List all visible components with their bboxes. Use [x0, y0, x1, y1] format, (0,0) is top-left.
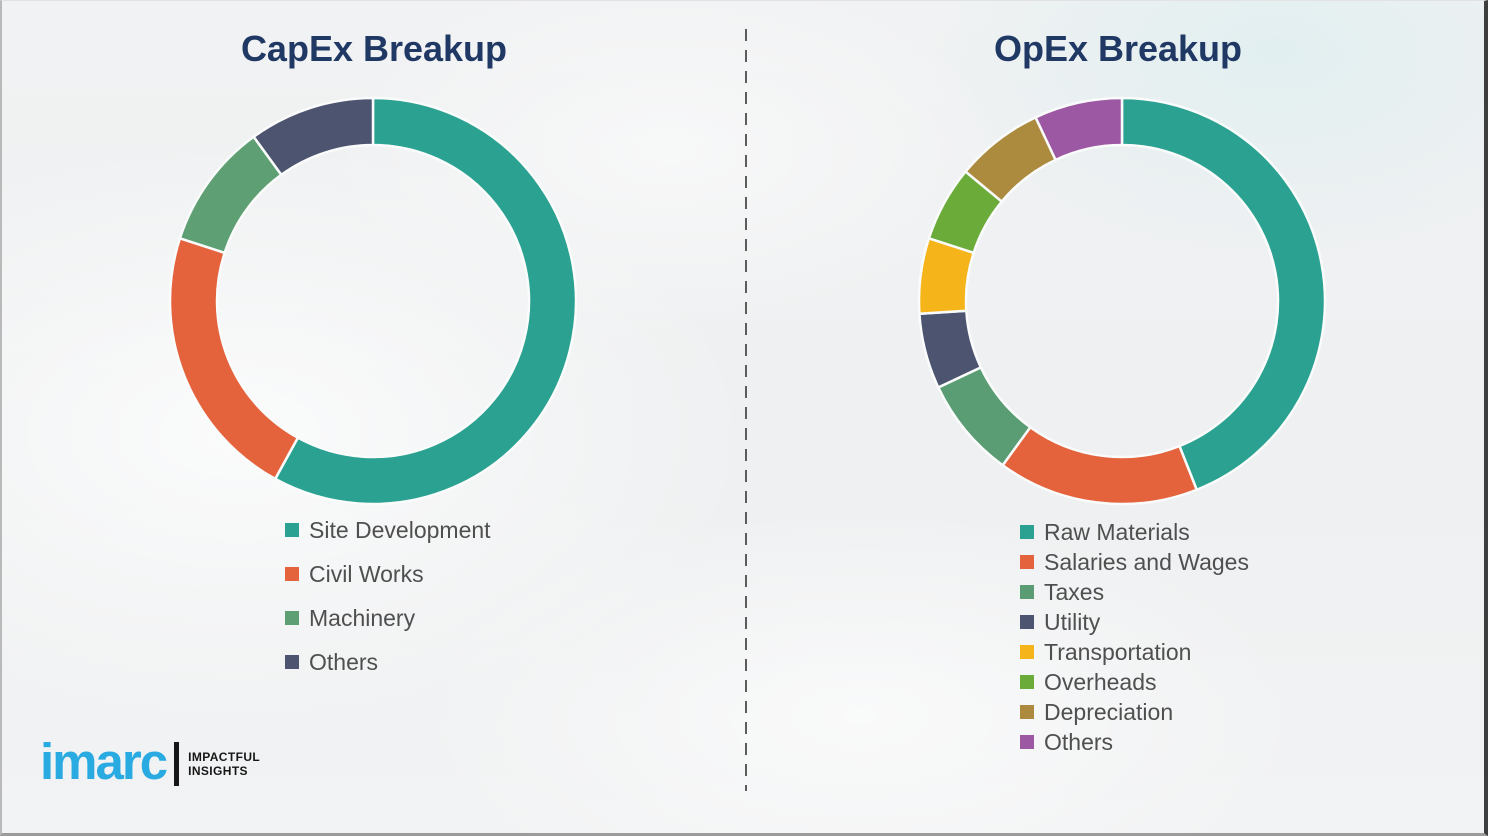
- capex-legend: Site Development Civil Works Machinery Othe…: [285, 508, 491, 684]
- legend-item-raw-materials: Raw Materials: [1020, 517, 1249, 547]
- legend-item-label: Overheads: [1044, 668, 1157, 695]
- legend-item-machinery: Machinery: [285, 596, 491, 640]
- legend-item-label: Others: [309, 648, 379, 675]
- donut-segment-others: [251, 96, 375, 177]
- legend-item-overheads: Overheads: [1020, 667, 1249, 697]
- opex-title: OpEx Breakup: [993, 28, 1243, 69]
- legend-swatch-icon: [285, 567, 299, 581]
- opex-legend: Raw Materials Salaries and Wages Taxes Util…: [1020, 517, 1249, 757]
- legend-item-civil-works: Civil Works: [285, 552, 491, 596]
- legend-swatch-icon: [1020, 645, 1034, 659]
- legend-item-depreciation: Depreciation: [1020, 697, 1249, 727]
- donut-segment-civil-works: [168, 236, 300, 481]
- legend-item-label: Machinery: [309, 604, 416, 631]
- imarc-logo-divider-bar: [174, 742, 180, 786]
- legend-swatch-icon: [1020, 585, 1034, 599]
- legend-item-salaries-and-wages: Salaries and Wages: [1020, 547, 1249, 577]
- donut-segment-salaries-and-wages: [1000, 425, 1199, 506]
- legend-swatch-icon: [1020, 525, 1034, 539]
- legend-item-label: Others: [1044, 728, 1114, 755]
- capex-donut-chart: [168, 96, 578, 506]
- legend-item-others: Others: [285, 640, 491, 684]
- legend-item-label: Utility: [1044, 608, 1101, 635]
- legend-item-label: Depreciation: [1044, 698, 1174, 725]
- legend-item-site-development: Site Development: [285, 508, 491, 552]
- opex-donut-chart: [917, 96, 1327, 506]
- legend-swatch-icon: [285, 611, 299, 625]
- legend-swatch-icon: [285, 523, 299, 537]
- legend-item-label: Taxes: [1044, 578, 1105, 605]
- vertical-dashed-divider: [745, 29, 747, 791]
- legend-item-label: Civil Works: [309, 560, 424, 587]
- legend-swatch-icon: [1020, 675, 1034, 689]
- legend-item-label: Site Development: [309, 516, 491, 543]
- imarc-logo: imarc IMPACTFUL INSIGHTS: [40, 733, 260, 791]
- capex-panel: CapEx Breakup Site Development Civil Work…: [2, 1, 746, 833]
- legend-item-label: Raw Materials: [1044, 518, 1190, 545]
- legend-swatch-icon: [1020, 735, 1034, 749]
- legend-swatch-icon: [1020, 555, 1034, 569]
- legend-swatch-icon: [285, 655, 299, 669]
- donut-segment-raw-materials: [1120, 96, 1327, 492]
- legend-item-utility: Utility: [1020, 607, 1249, 637]
- legend-item-transportation: Transportation: [1020, 637, 1249, 667]
- donut-segment-site-development: [273, 96, 578, 506]
- imarc-tagline-line1: IMPACTFUL: [188, 749, 261, 764]
- legend-swatch-icon: [1020, 615, 1034, 629]
- imarc-logo-tagline: IMPACTFUL INSIGHTS: [188, 750, 260, 779]
- legend-item-label: Transportation: [1044, 638, 1192, 665]
- donut-segment-others: [1033, 96, 1124, 162]
- legend-item-label: Salaries and Wages: [1044, 548, 1249, 575]
- legend-item-taxes: Taxes: [1020, 577, 1249, 607]
- opex-panel: OpEx Breakup Raw Materials Salaries and W…: [746, 1, 1484, 833]
- capex-title: CapEx Breakup: [240, 28, 508, 69]
- imarc-logo-wordmark: imarc: [40, 733, 168, 791]
- legend-item-others: Others: [1020, 727, 1249, 757]
- imarc-tagline-line2: INSIGHTS: [188, 764, 248, 778]
- legend-swatch-icon: [1020, 705, 1034, 719]
